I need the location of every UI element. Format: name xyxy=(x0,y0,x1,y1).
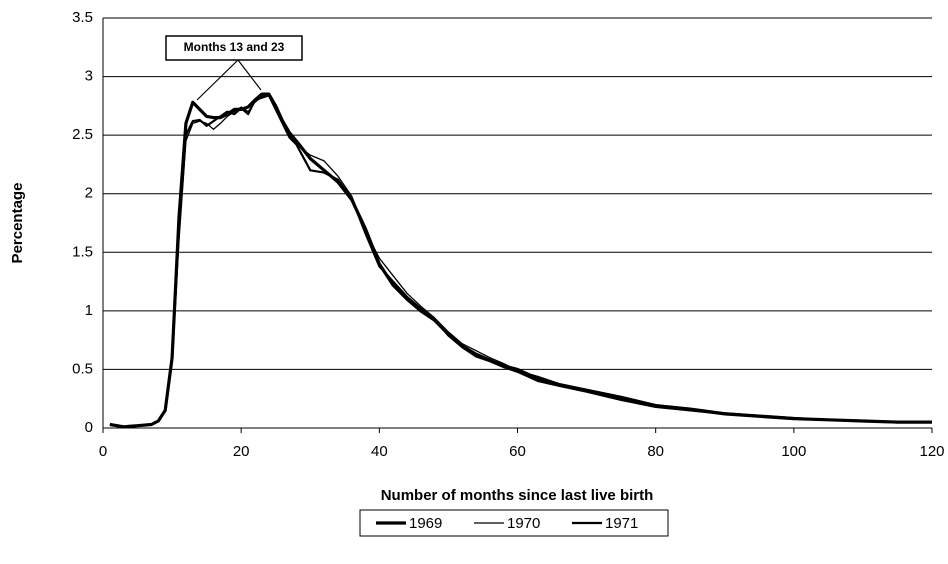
series-line xyxy=(109,92,932,428)
y-axis-label: Percentage xyxy=(9,183,26,264)
x-tick-label: 100 xyxy=(781,443,806,460)
x-tick-label: 120 xyxy=(919,443,944,460)
y-tick-label: 3 xyxy=(85,68,93,85)
legend-label: 1969 xyxy=(409,515,442,532)
y-tick-label: 2 xyxy=(85,185,93,202)
annotation-arrow xyxy=(237,59,262,91)
annotation: Months 13 and 23 xyxy=(184,40,285,54)
y-tick-label: 1.5 xyxy=(72,243,93,260)
x-tick-label: 60 xyxy=(509,443,526,460)
y-tick-label: 0 xyxy=(85,419,93,436)
legend-label: 1970 xyxy=(507,515,540,532)
y-tick-label: 1 xyxy=(85,302,93,319)
annotation-box xyxy=(165,35,303,61)
x-tick-label: 0 xyxy=(99,443,107,460)
y-tick-label: 3.5 xyxy=(72,9,93,26)
legend-label: 1971 xyxy=(605,515,638,532)
legend xyxy=(359,509,669,537)
x-tick-label: 40 xyxy=(371,443,388,460)
x-tick-label: 80 xyxy=(647,443,664,460)
annotation-arrow xyxy=(196,59,239,101)
y-tick-label: 2.5 xyxy=(72,126,93,143)
x-axis-label: Number of months since last live birth xyxy=(381,487,654,504)
series-line xyxy=(109,94,932,428)
y-tick-label: 0.5 xyxy=(72,360,93,377)
series-line xyxy=(109,92,932,429)
x-tick-label: 20 xyxy=(233,443,250,460)
